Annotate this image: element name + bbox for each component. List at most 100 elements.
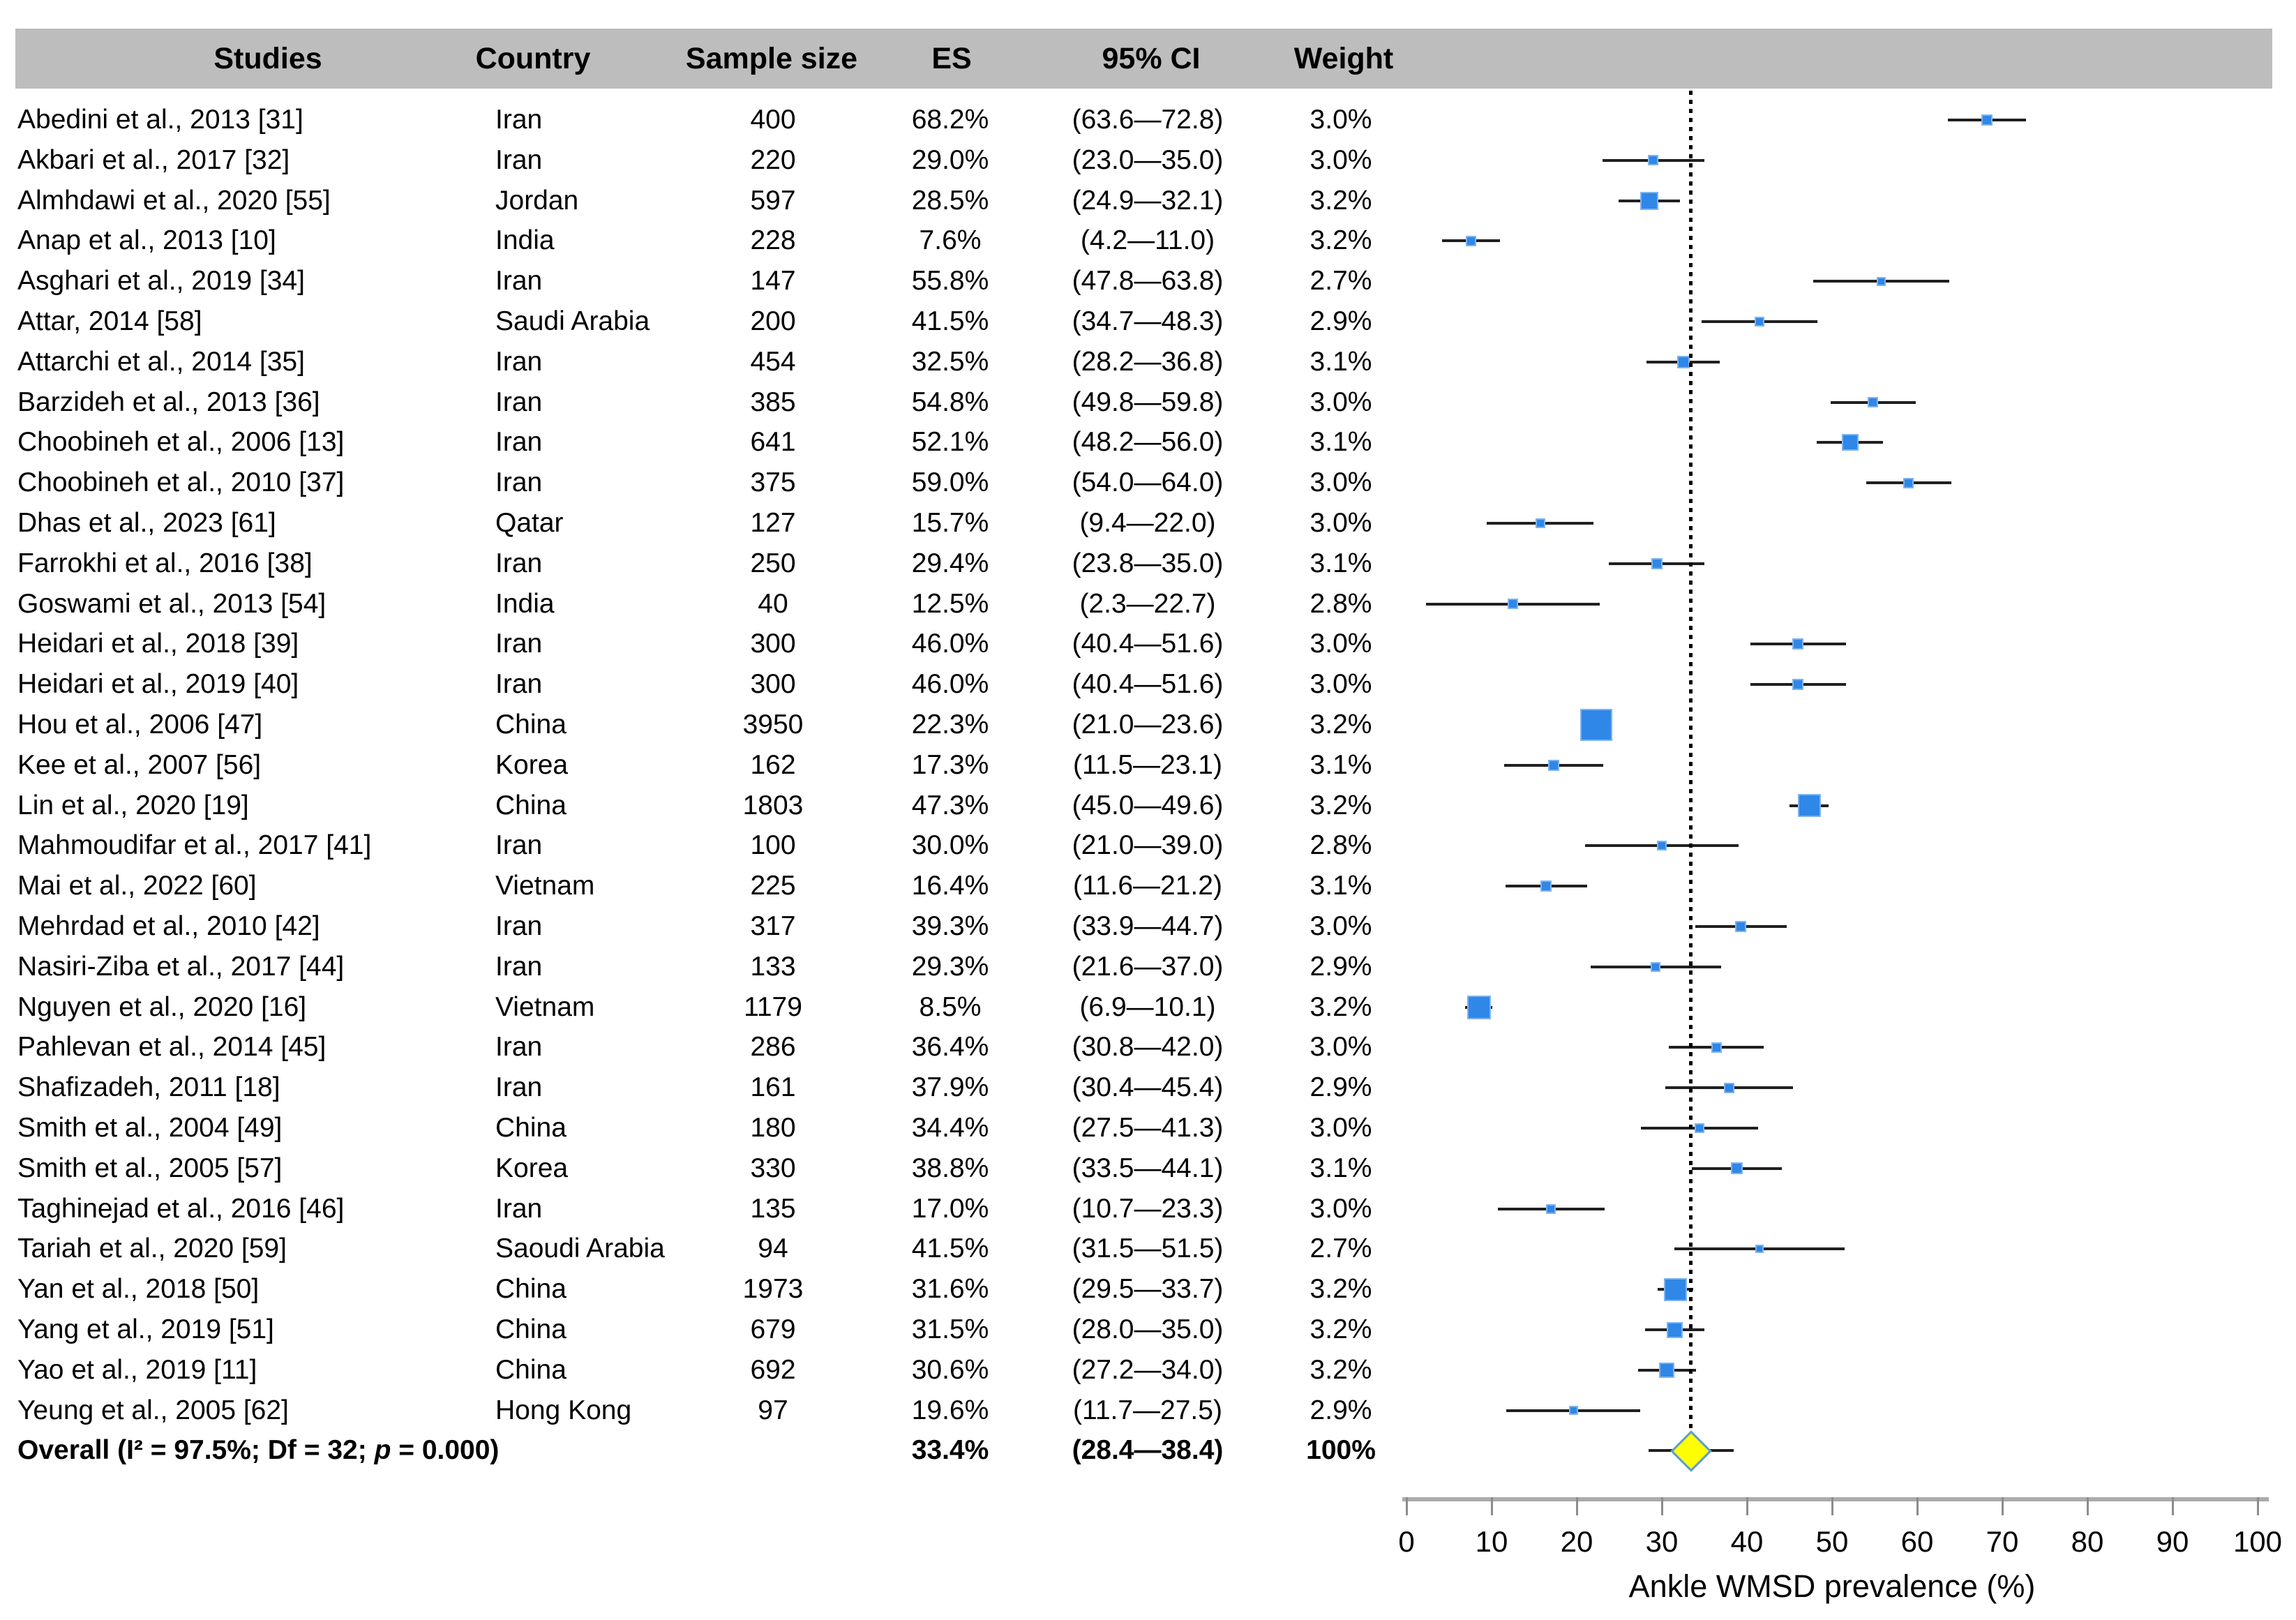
effect-size-marker [1651, 557, 1663, 569]
es-value: 28.5% [911, 185, 989, 216]
ci-value: (28.2—36.8) [1072, 346, 1224, 377]
column-header-ci: 95% CI [1102, 42, 1201, 75]
es-value: 17.0% [911, 1193, 989, 1224]
study-label: Yan et al., 2018 [50] [17, 1274, 260, 1305]
study-label: Nasiri-Ziba et al., 2017 [44] [17, 951, 345, 982]
es-value: 54.8% [911, 387, 989, 417]
effect-size-marker [1659, 1362, 1675, 1378]
x-axis-tick-label: 30 [1645, 1525, 1679, 1558]
column-header-weight: Weight [1293, 42, 1394, 75]
ci-value: (49.8—59.8) [1072, 387, 1224, 417]
country-label: Vietnam [495, 871, 595, 901]
effect-size-marker [1546, 1203, 1556, 1214]
x-axis-tick-label: 70 [1986, 1525, 2019, 1558]
es-value: 29.4% [911, 548, 989, 578]
effect-size-marker [1648, 155, 1659, 166]
table-header-bar [15, 29, 2272, 89]
es-value: 68.2% [911, 105, 989, 135]
sample-size-value: 250 [750, 548, 796, 578]
study-label: Attar, 2014 [58] [17, 306, 202, 336]
ci-value: (2.3—22.7) [1079, 588, 1216, 619]
country-label: Iran [495, 669, 543, 700]
sample-size-value: 94 [758, 1233, 788, 1264]
sample-size-value: 1179 [744, 991, 802, 1022]
x-axis-tick-label: 50 [1815, 1525, 1849, 1558]
weight-value: 3.1% [1310, 1153, 1372, 1183]
study-label: Goswami et al., 2013 [54] [17, 588, 327, 619]
sample-size-value: 300 [750, 669, 796, 700]
weight-value: 3.0% [1310, 387, 1372, 417]
column-header-country: Country [475, 42, 591, 75]
sample-size-value: 225 [750, 871, 796, 901]
ci-value: (6.9—10.1) [1079, 991, 1216, 1022]
x-axis-tick [1746, 1497, 1748, 1515]
overall-label: Overall (I² = 97.5%; Df = 32; p = 0.000) [17, 1435, 500, 1465]
weight-value: 2.9% [1310, 951, 1372, 982]
es-value: 29.3% [911, 951, 989, 982]
overall-ci-value: (28.4—38.4) [1072, 1435, 1224, 1465]
es-value: 15.7% [911, 508, 989, 538]
country-label: Korea [495, 1153, 569, 1183]
ci-value: (23.8—35.0) [1072, 548, 1224, 578]
x-axis-tick-label: 20 [1560, 1525, 1593, 1558]
ci-value: (31.5—51.5) [1072, 1233, 1224, 1264]
ci-value: (34.7—48.3) [1072, 306, 1224, 336]
weight-value: 2.9% [1310, 1395, 1372, 1425]
effect-size-marker [1868, 397, 1879, 408]
study-row: Smith et al., 2004 [49] China 180 34.4% (27.… [0, 1108, 2296, 1148]
es-value: 37.9% [911, 1072, 989, 1103]
country-label: China [495, 790, 567, 820]
country-label: Iran [495, 346, 543, 377]
effect-size-marker [1735, 921, 1747, 932]
country-label: Iran [495, 911, 543, 941]
study-label: Taghinejad et al., 2016 [46] [17, 1193, 345, 1224]
x-axis-tick [1660, 1497, 1663, 1515]
ci-value: (21.0—23.6) [1072, 710, 1224, 740]
sample-size-value: 3950 [742, 710, 804, 740]
ci-value: (54.0—64.0) [1072, 467, 1224, 498]
ci-value: (9.4—22.0) [1079, 508, 1216, 538]
x-axis-tick [1575, 1497, 1578, 1515]
study-label: Barzideh et al., 2013 [36] [17, 387, 320, 417]
country-label: Vietnam [495, 991, 595, 1022]
weight-value: 3.2% [1310, 1274, 1372, 1305]
weight-value: 3.1% [1310, 427, 1372, 458]
study-row: Heidari et al., 2018 [39] Iran 300 46.0% (40… [0, 624, 2296, 664]
study-row: Shafizadeh, 2011 [18] Iran 161 37.9% (30.4—4… [0, 1067, 2296, 1108]
sample-size-value: 162 [750, 749, 796, 780]
sample-size-value: 147 [750, 266, 796, 297]
ci-value: (28.0—35.0) [1072, 1314, 1224, 1344]
ci-value: (11.5—23.1) [1073, 749, 1222, 780]
country-label: Iran [495, 951, 543, 982]
es-value: 46.0% [911, 669, 989, 700]
es-value: 34.4% [911, 1113, 989, 1143]
sample-size-value: 692 [750, 1354, 796, 1385]
effect-size-marker [1580, 709, 1613, 741]
study-row: Mai et al., 2022 [60] Vietnam 225 16.4% (11.… [0, 866, 2296, 906]
study-label: Tariah et al., 2020 [59] [17, 1233, 287, 1264]
country-label: Iran [495, 387, 543, 417]
x-axis-tick [2256, 1497, 2259, 1515]
sample-size-value: 133 [750, 951, 796, 982]
es-value: 16.4% [911, 871, 989, 901]
country-label: China [495, 1274, 567, 1305]
study-label: Choobineh et al., 2006 [13] [17, 427, 345, 458]
study-label: Shafizadeh, 2011 [18] [17, 1072, 280, 1103]
study-row: Asghari et al., 2019 [34] Iran 147 55.8% (47… [0, 261, 2296, 301]
weight-value: 2.7% [1310, 1233, 1372, 1264]
study-row: Nguyen et al., 2020 [16] Vietnam 1179 8.5% (… [0, 987, 2296, 1028]
study-row: Dhas et al., 2023 [61] Qatar 127 15.7% (9.4—… [0, 503, 2296, 543]
study-row: Heidari et al., 2019 [40] Iran 300 46.0% (40… [0, 664, 2296, 705]
ci-value: (30.4—45.4) [1072, 1072, 1224, 1103]
weight-value: 2.9% [1310, 1072, 1372, 1103]
effect-size-marker [1730, 1162, 1743, 1175]
country-label: Saoudi Arabia [495, 1233, 665, 1264]
ci-value: (33.9—44.7) [1072, 911, 1224, 941]
es-value: 59.0% [911, 467, 989, 498]
country-label: Iran [495, 427, 543, 458]
study-row: Anap et al., 2013 [10] India 228 7.6% (4.2—1… [0, 220, 2296, 261]
country-label: Iran [495, 548, 543, 578]
study-row: Yang et al., 2019 [51] China 679 31.5% (28.0… [0, 1310, 2296, 1350]
es-value: 32.5% [911, 346, 989, 377]
es-value: 55.8% [911, 266, 989, 297]
